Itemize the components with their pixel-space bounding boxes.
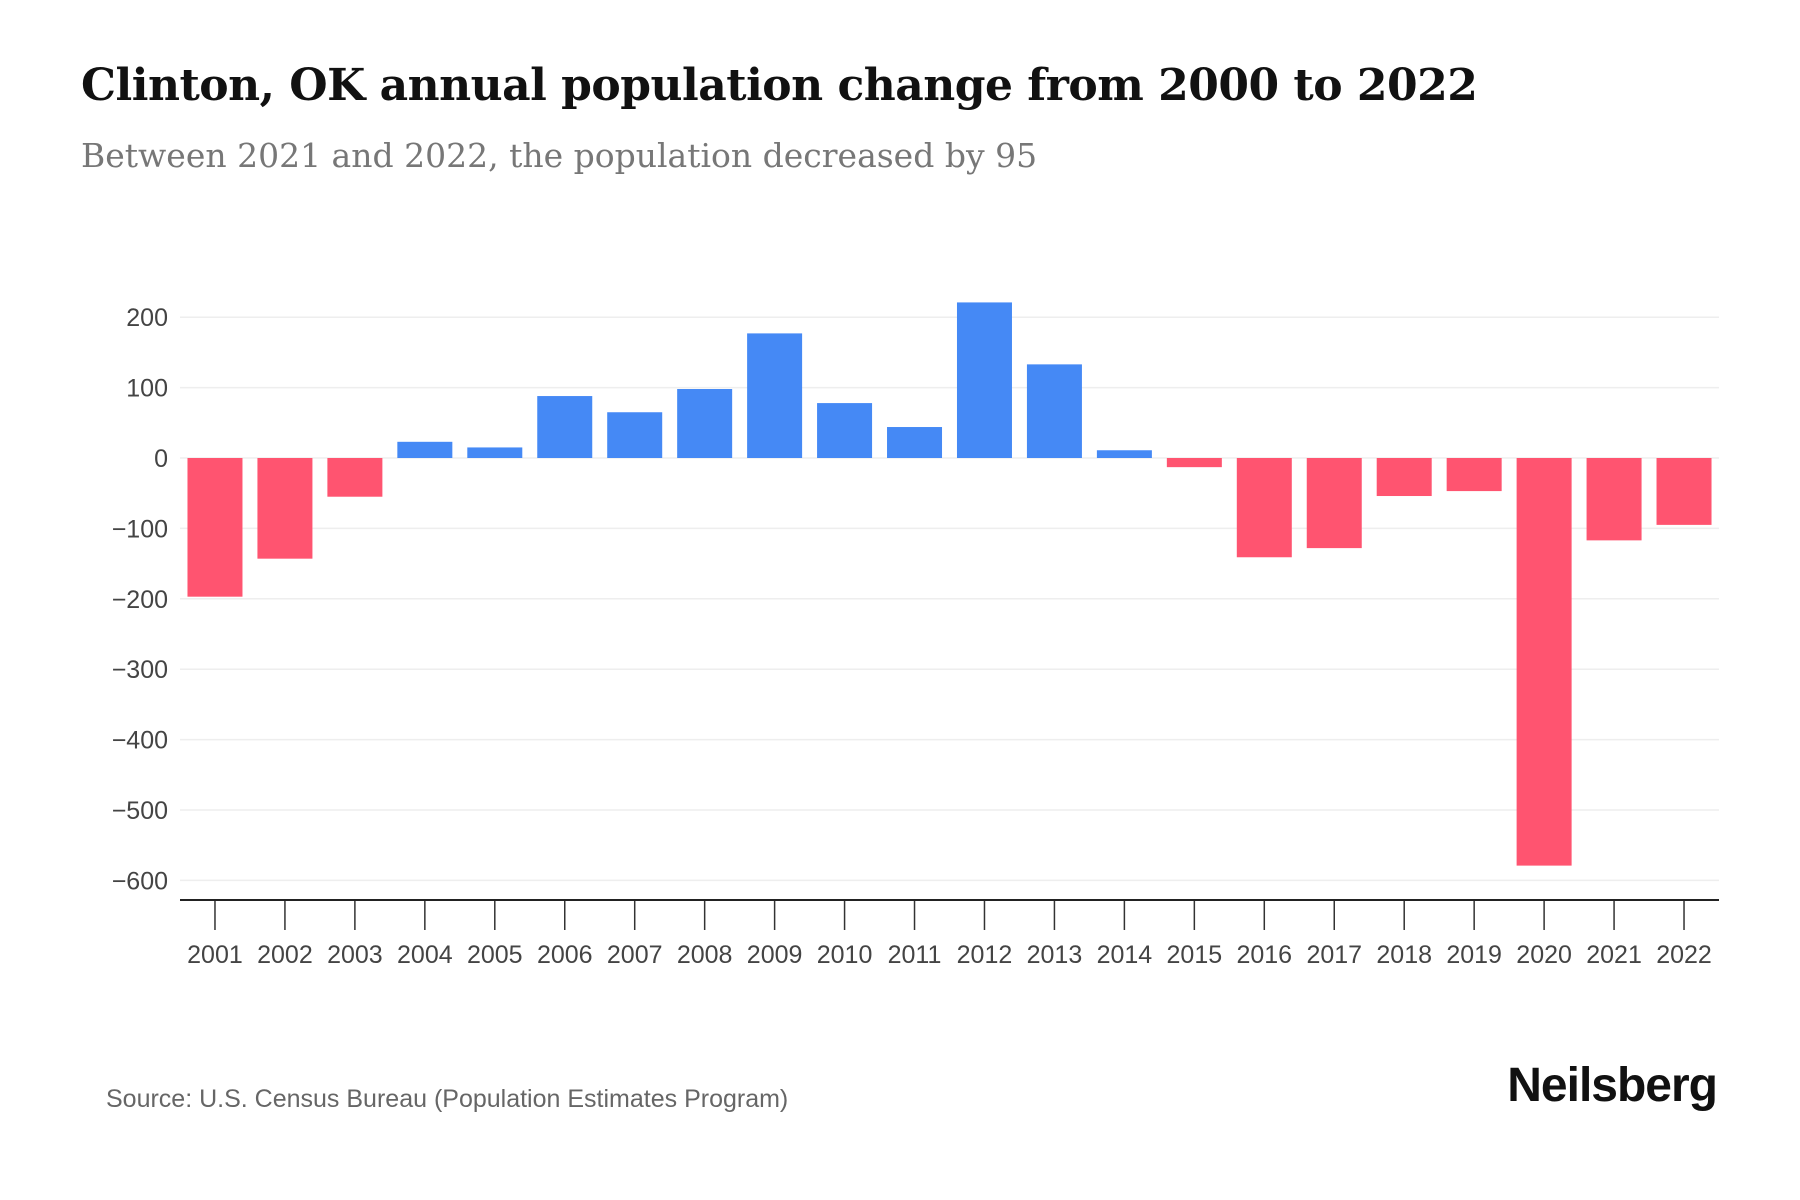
bar-2018 <box>1376 458 1432 497</box>
chart-subtitle: Between 2021 and 2022, the population de… <box>81 136 1038 175</box>
x-tick-label: 2017 <box>1306 941 1362 969</box>
x-tick-label: 2003 <box>327 941 383 969</box>
x-tick-label: 2009 <box>747 941 803 969</box>
y-tick-label: −400 <box>112 727 168 755</box>
x-tick-label: 2019 <box>1446 941 1502 969</box>
x-tick-label: 2014 <box>1097 941 1153 969</box>
bar-2016 <box>1236 458 1292 558</box>
bar-2014 <box>1096 450 1152 458</box>
bar-2005 <box>467 447 523 458</box>
bar-2010 <box>817 403 873 458</box>
x-tick-label: 2005 <box>467 941 523 969</box>
x-tick-label: 2002 <box>257 941 313 969</box>
y-tick-label: 100 <box>126 375 168 403</box>
y-tick-label: 200 <box>126 304 168 332</box>
bar-2017 <box>1306 458 1362 549</box>
bar-2013 <box>1026 364 1082 458</box>
bar-2009 <box>747 333 803 458</box>
bar-2003 <box>327 458 383 497</box>
x-tick-label: 2007 <box>607 941 663 969</box>
x-tick-label: 2010 <box>817 941 873 969</box>
bar-2011 <box>887 427 943 458</box>
x-tick-label: 2021 <box>1586 941 1642 969</box>
bar-chart: 200 100 0 −100 −200 −300 −400 −500 −600 2001 2002 2… <box>112 302 1719 969</box>
y-tick-label: −300 <box>112 656 168 684</box>
x-tick-label: 2013 <box>1027 941 1083 969</box>
x-tick-label: 2004 <box>397 941 453 969</box>
bar-2008 <box>677 389 733 458</box>
x-tick-label: 2016 <box>1236 941 1292 969</box>
y-tick-label: −200 <box>112 586 168 614</box>
y-tick-label: −100 <box>112 515 168 543</box>
bar-2007 <box>607 412 663 458</box>
source-note: Source: U.S. Census Bureau (Population E… <box>106 1085 789 1113</box>
y-tick-label: −500 <box>112 797 168 825</box>
x-tick-label: 2008 <box>677 941 733 969</box>
bar-2012 <box>956 302 1012 458</box>
bar-2022 <box>1656 458 1712 525</box>
bar-2019 <box>1446 458 1502 492</box>
x-tick-label: 2015 <box>1167 941 1223 969</box>
bar-2020 <box>1516 458 1572 866</box>
x-tick-label: 2012 <box>957 941 1013 969</box>
bar-2001 <box>187 458 243 597</box>
bar-2006 <box>537 396 593 458</box>
x-tick-label: 2022 <box>1656 941 1712 969</box>
x-tick-label: 2011 <box>888 941 942 969</box>
y-tick-label: −600 <box>112 867 168 895</box>
x-tick-label: 2006 <box>537 941 593 969</box>
bar-2015 <box>1166 458 1222 468</box>
x-tick-label: 2001 <box>187 941 243 969</box>
x-tick-label: 2020 <box>1516 941 1572 969</box>
y-tick-label: 0 <box>154 445 168 473</box>
chart-title: Clinton, OK annual population change fro… <box>81 60 1478 111</box>
bar-2004 <box>397 441 453 458</box>
brand-logo: Neilsberg <box>1507 1059 1718 1112</box>
bar-2002 <box>257 458 313 559</box>
bar-2021 <box>1586 458 1642 541</box>
x-tick-label: 2018 <box>1376 941 1432 969</box>
